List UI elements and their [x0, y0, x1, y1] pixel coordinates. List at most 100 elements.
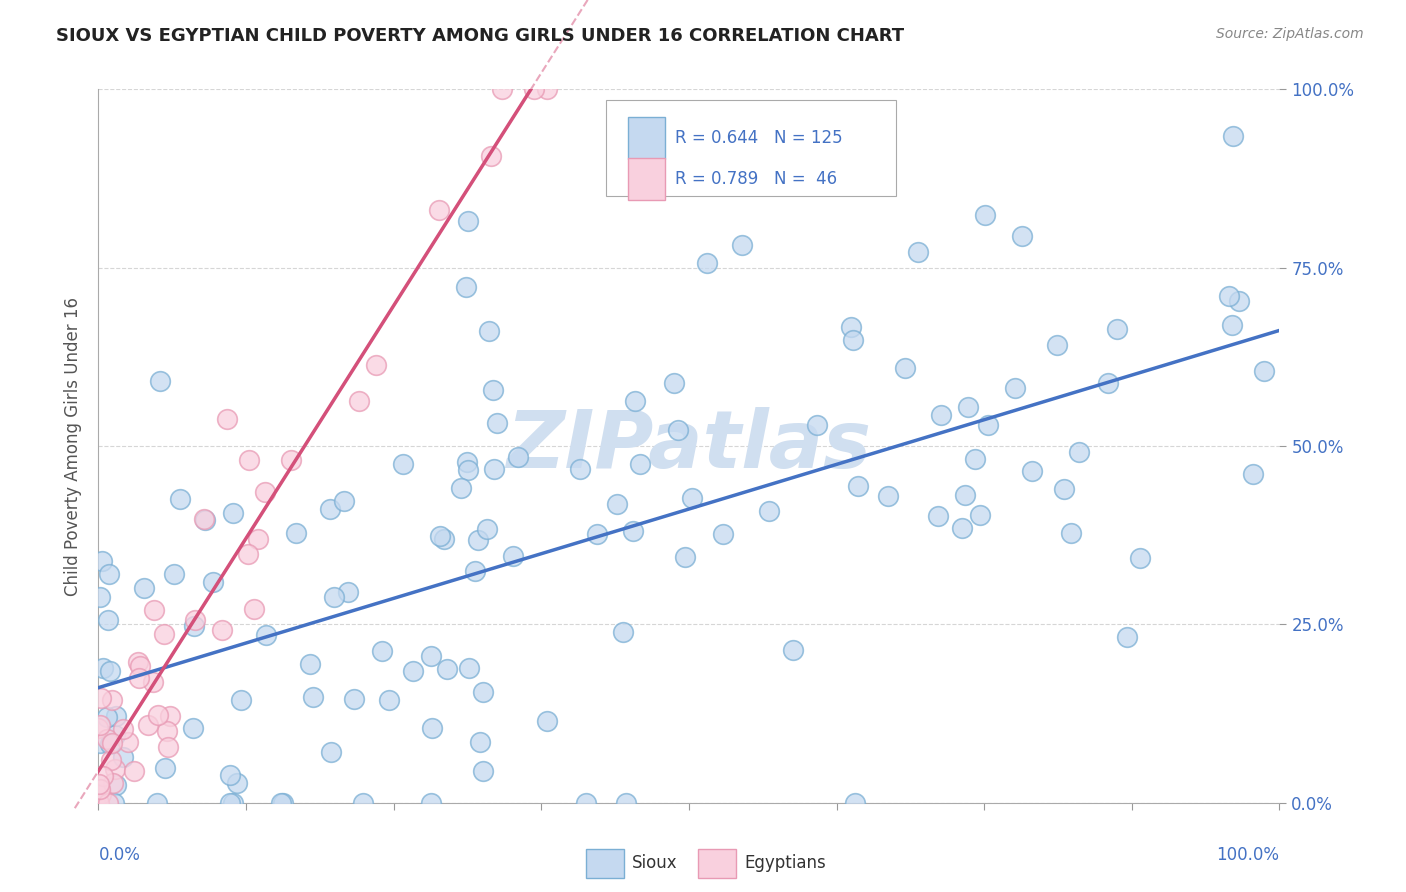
Point	[523, 82, 546, 96]
Point	[332, 494, 354, 508]
Point	[391, 458, 413, 472]
Point	[319, 501, 342, 516]
Point	[221, 506, 243, 520]
Point	[1011, 229, 1033, 244]
Text: 100.0%: 100.0%	[1216, 846, 1279, 863]
Point	[907, 245, 929, 260]
Point	[464, 564, 486, 578]
Point	[101, 736, 124, 750]
Point	[623, 524, 645, 539]
Point	[343, 692, 366, 706]
Point	[169, 492, 191, 507]
Point	[450, 481, 472, 495]
Point	[536, 714, 558, 728]
Point	[420, 721, 443, 735]
Text: Source: ZipAtlas.com: Source: ZipAtlas.com	[1216, 27, 1364, 41]
Point	[90, 554, 112, 568]
Point	[624, 393, 647, 408]
Point	[97, 613, 120, 627]
Point	[569, 462, 592, 476]
Point	[96, 710, 118, 724]
Point	[136, 718, 159, 732]
Point	[96, 731, 118, 746]
Point	[614, 796, 637, 810]
FancyBboxPatch shape	[606, 100, 896, 196]
Point	[1097, 376, 1119, 391]
Point	[371, 644, 394, 658]
Point	[953, 488, 976, 502]
Point	[927, 508, 949, 523]
Point	[104, 762, 127, 776]
Point	[271, 796, 294, 810]
Point	[98, 567, 121, 582]
Point	[352, 796, 374, 810]
Point	[156, 739, 179, 754]
Point	[1241, 467, 1264, 481]
Point	[806, 417, 828, 432]
Point	[270, 796, 292, 810]
Point	[254, 485, 277, 500]
Point	[420, 648, 443, 663]
Point	[100, 753, 122, 767]
FancyBboxPatch shape	[627, 117, 665, 160]
Point	[1115, 630, 1137, 644]
Point	[183, 613, 205, 627]
Point	[155, 724, 177, 739]
Point	[112, 722, 135, 736]
Point	[478, 325, 501, 339]
Point	[662, 376, 685, 390]
Point	[536, 82, 558, 96]
Point	[183, 619, 205, 633]
Point	[93, 768, 115, 782]
Point	[285, 525, 308, 540]
Point	[211, 623, 233, 637]
Point	[98, 664, 121, 678]
FancyBboxPatch shape	[586, 849, 624, 878]
Point	[482, 462, 505, 476]
Point	[101, 775, 124, 789]
Point	[256, 628, 278, 642]
Point	[612, 624, 634, 639]
Point	[929, 408, 952, 422]
Point	[470, 734, 492, 748]
Point	[502, 549, 524, 563]
Point	[696, 256, 718, 270]
Text: SIOUX VS EGYPTIAN CHILD POVERTY AMONG GIRLS UNDER 16 CORRELATION CHART: SIOUX VS EGYPTIAN CHILD POVERTY AMONG GI…	[56, 27, 904, 45]
Point	[974, 208, 997, 222]
Point	[673, 549, 696, 564]
Point	[481, 383, 503, 397]
Y-axis label: Child Poverty Among Girls Under 16: Child Poverty Among Girls Under 16	[63, 296, 82, 596]
Point	[87, 796, 110, 810]
Point	[280, 452, 302, 467]
Point	[1021, 465, 1043, 479]
Point	[433, 532, 456, 546]
Point	[87, 721, 110, 735]
Point	[127, 655, 149, 669]
Point	[159, 708, 181, 723]
Point	[1129, 550, 1152, 565]
Point	[402, 664, 425, 678]
Point	[844, 796, 866, 810]
Point	[456, 455, 478, 469]
Point	[457, 661, 479, 675]
Point	[1218, 288, 1240, 302]
Point	[950, 521, 973, 535]
Point	[222, 796, 245, 810]
Point	[103, 728, 125, 742]
Point	[323, 590, 346, 604]
Point	[586, 527, 609, 541]
Point	[877, 489, 900, 503]
Point	[479, 149, 502, 163]
FancyBboxPatch shape	[627, 158, 665, 201]
Point	[681, 491, 703, 505]
Point	[472, 764, 495, 778]
Point	[467, 533, 489, 547]
Point	[193, 511, 215, 525]
Point	[1105, 321, 1128, 335]
Point	[1046, 337, 1069, 351]
Point	[347, 393, 370, 408]
Text: 0.0%: 0.0%	[98, 846, 141, 863]
Point	[91, 661, 114, 675]
Point	[1060, 525, 1083, 540]
Point	[711, 527, 734, 541]
